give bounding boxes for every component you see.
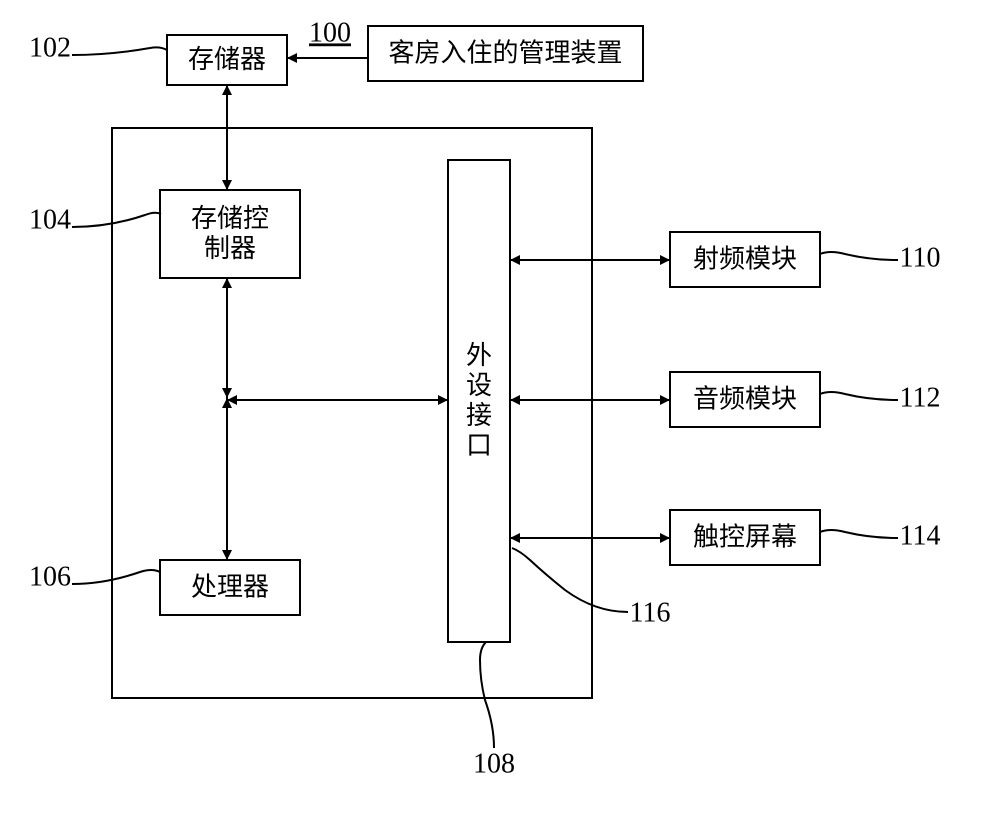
storage_ctrl-label-1: 制器 [204,234,256,263]
leader-l112 [820,392,898,400]
leader-l102 [72,47,167,55]
touch-label: 触控屏幕 [693,522,797,551]
leader-l106 [72,570,160,584]
label-106: 106 [29,561,71,592]
periph_if-label-1: 设 [466,371,492,400]
label-116: 116 [630,597,671,628]
periph_if-label-3: 口 [466,431,492,460]
memory-label: 存储器 [188,45,266,74]
audio-label: 音频模块 [693,384,797,413]
leader-l108 [480,642,494,748]
leader-l114 [820,530,898,538]
leader-l110 [820,252,898,260]
processor-label: 处理器 [191,572,269,601]
label-108: 108 [473,748,515,779]
label-114: 114 [900,520,941,551]
label-104: 104 [29,204,71,235]
label-112: 112 [900,382,941,413]
label-102: 102 [29,32,71,63]
management-label: 客房入住的管理装置 [388,38,622,67]
leader-l104 [72,213,161,227]
leader-l116 [512,548,628,612]
block-diagram: 存储器 客房入住的管理装置存储控制器处理器 外设接口 射频模块音频模块触控屏幕 100 1… [0,0,998,822]
label-110: 110 [900,242,941,273]
reference-100: 100 [309,17,351,48]
storage_ctrl-label-0: 存储控 [191,204,269,233]
rf-label: 射频模块 [693,244,797,273]
periph_if-label-2: 接 [466,401,492,430]
periph_if-label-0: 外 [466,341,492,370]
